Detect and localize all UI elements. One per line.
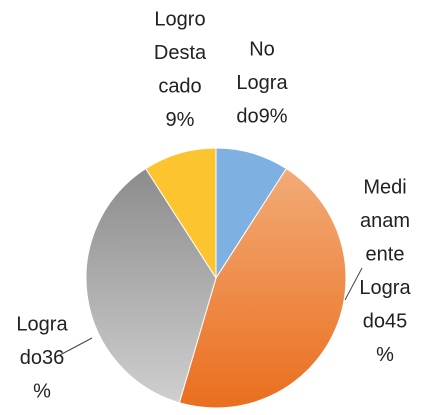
slice-label: cado <box>158 75 201 97</box>
slice-label: ente <box>366 243 405 265</box>
slice-label: do36 <box>20 347 65 369</box>
slice-label: Logra <box>236 72 288 94</box>
slice-label: % <box>376 344 394 366</box>
slice-label: do9% <box>236 105 287 127</box>
slice-label: Logro <box>154 8 205 30</box>
slice-label: do45 <box>363 310 408 332</box>
leader-line <box>59 337 93 356</box>
pie-slice <box>145 147 217 280</box>
slice-label: Logra <box>359 277 411 299</box>
slice-label: 9% <box>166 109 195 131</box>
slice-label: Medi <box>363 176 406 198</box>
leader-line <box>344 267 363 301</box>
slice-label: anam <box>360 210 410 232</box>
slice-label: No <box>249 38 275 60</box>
pie-slice <box>178 167 347 409</box>
slice-label: Logra <box>16 313 68 335</box>
slice-label: % <box>33 380 51 402</box>
slice-label: Desta <box>154 42 207 64</box>
pie-slice <box>85 167 217 404</box>
